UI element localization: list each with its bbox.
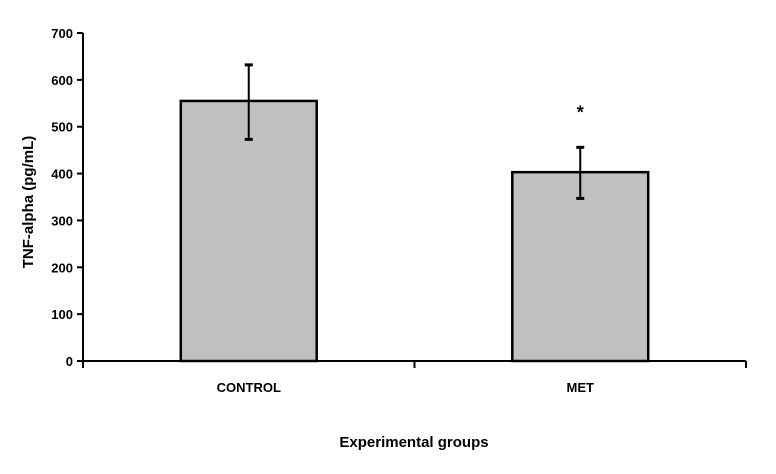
y-axis-title: TNF-alpha (pg/mL) <box>20 136 37 268</box>
y-tick-label: 300 <box>51 213 73 228</box>
category-labels: CONTROL MET <box>217 380 594 395</box>
y-tick-label: 0 <box>66 354 73 369</box>
y-tick-label: 600 <box>51 73 73 88</box>
bars <box>179 99 650 363</box>
x-axis-ticks <box>82 361 747 368</box>
y-tick-label: 700 <box>51 26 73 41</box>
y-axis-ticks: 0 100 200 300 400 500 600 700 <box>51 26 83 369</box>
error-bars <box>244 63 585 200</box>
y-tick-label: 400 <box>51 167 73 182</box>
y-tick-label: 100 <box>51 307 73 322</box>
significance-marks: * <box>577 102 584 122</box>
y-tick-label: 500 <box>51 120 73 135</box>
bar-met <box>511 170 650 363</box>
category-label: MET <box>567 380 595 395</box>
y-tick-label: 200 <box>51 260 73 275</box>
significance-asterisk: * <box>577 102 584 122</box>
category-label: CONTROL <box>217 380 281 395</box>
bar-control <box>179 99 318 363</box>
x-axis-title: Experimental groups <box>339 434 488 451</box>
